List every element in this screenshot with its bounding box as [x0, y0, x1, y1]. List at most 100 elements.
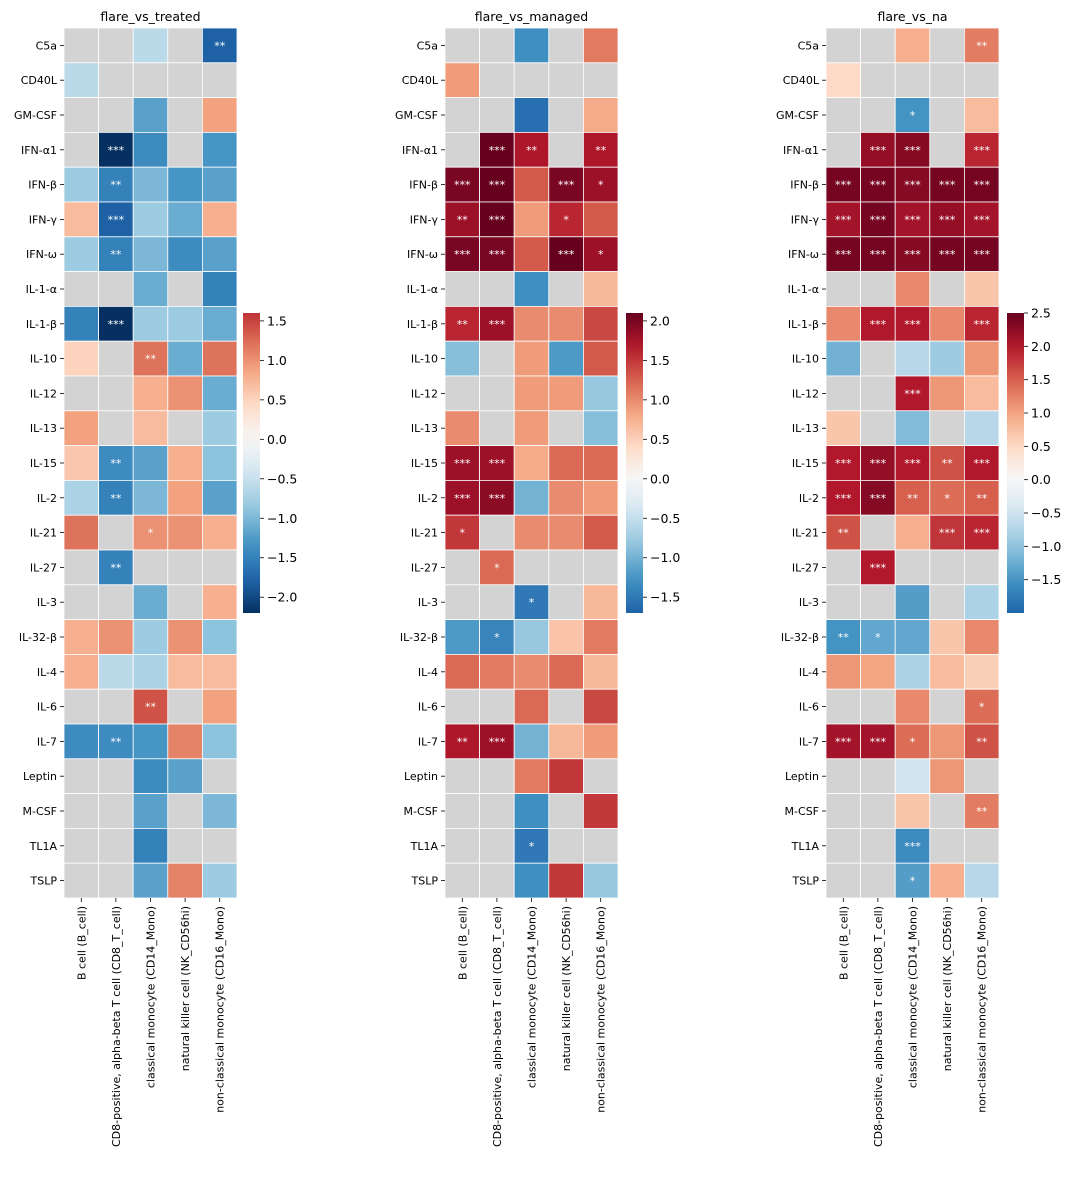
heatmap-cell — [548, 758, 584, 794]
row-label: IL-1-α — [407, 283, 438, 296]
significance-label: * — [598, 248, 604, 261]
heatmap-cell — [825, 27, 861, 64]
heatmap-cell — [167, 619, 203, 655]
heatmap-cell — [894, 479, 931, 516]
row-label: IFN-β — [790, 179, 819, 192]
heatmap-cell — [894, 340, 931, 377]
heatmap-cell — [201, 862, 238, 899]
heatmap-cell — [167, 584, 203, 620]
heatmap-cell — [444, 375, 480, 412]
row-label: IFN-γ — [29, 213, 58, 226]
row-label: C5a — [798, 39, 819, 52]
row-label: Leptin — [404, 770, 438, 783]
heatmap-cell — [98, 758, 134, 794]
heatmap-cell — [825, 758, 861, 794]
heatmap-cell — [583, 271, 619, 307]
heatmap-cell — [132, 654, 169, 690]
heatmap-cell — [167, 410, 203, 446]
heatmap-cell — [167, 793, 203, 829]
heatmap-cell — [479, 723, 515, 760]
heatmap-cell — [929, 584, 965, 620]
heatmap-cell — [825, 862, 861, 899]
row-label: IL-15 — [30, 457, 57, 470]
heatmap-cell — [98, 828, 134, 864]
heatmap-cell — [513, 688, 550, 725]
heatmap-cell — [513, 201, 550, 238]
row-label: IL-1-α — [26, 283, 57, 296]
column-label: classical monocyte (CD14_Mono) — [526, 906, 539, 1088]
colorbar-tick-label: 2.0 — [650, 313, 670, 328]
heatmap-cell — [132, 828, 169, 864]
heatmap-cell — [894, 514, 931, 551]
significance-label: *** — [870, 318, 887, 331]
heatmap-cell — [167, 758, 203, 794]
heatmap-cell — [964, 549, 1000, 586]
significance-label: ** — [145, 701, 157, 714]
significance-label: ** — [457, 318, 469, 331]
heatmap-cell — [548, 27, 584, 64]
heatmap-cell — [548, 828, 584, 864]
heatmap-cell — [929, 271, 965, 307]
heatmap-cell — [583, 793, 619, 829]
heatmap-cell — [548, 271, 584, 307]
row-label: C5a — [417, 39, 438, 52]
row-label: IL-3 — [37, 596, 57, 609]
significance-label: *** — [870, 735, 887, 748]
significance-label: *** — [870, 213, 887, 226]
significance-label: *** — [870, 492, 887, 505]
heatmap-cell — [63, 514, 99, 551]
heatmap-cell — [167, 828, 203, 864]
significance-label: *** — [454, 457, 471, 470]
significance-label: *** — [870, 179, 887, 192]
heatmap-cell — [513, 862, 550, 899]
row-label: IFN-ω — [26, 248, 57, 261]
heatmap-cell — [964, 340, 1000, 377]
heatmap-cell — [548, 723, 584, 760]
heatmap-cell — [63, 166, 99, 203]
row-label: TSLP — [30, 875, 58, 888]
heatmap-cell — [201, 514, 238, 551]
heatmap-cell — [167, 654, 203, 690]
significance-label: * — [494, 561, 500, 574]
heatmap-cell — [479, 410, 515, 446]
heatmap-cell — [964, 654, 1000, 690]
significance-label: ** — [145, 353, 157, 366]
row-label: IL-2 — [418, 492, 438, 505]
colorbar-tick-label: 0.0 — [650, 471, 670, 486]
heatmap-cell — [167, 62, 203, 98]
column-label: non-classical monocyte (CD16_Mono) — [595, 906, 608, 1113]
heatmap-cell — [583, 758, 619, 794]
heatmap-cell — [548, 62, 584, 98]
heatmap-cell — [929, 236, 965, 273]
heatmap-cell — [548, 654, 584, 690]
colorbar-tick-label: −2.0 — [267, 590, 297, 605]
significance-label: * — [148, 527, 154, 540]
row-label: IL-2 — [799, 492, 819, 505]
significance-label: * — [598, 179, 604, 192]
heatmap-cell — [132, 862, 169, 899]
heatmap-cell — [201, 62, 238, 98]
row-label: IL-1-β — [788, 318, 819, 331]
significance-label: *** — [939, 248, 956, 261]
heatmap-cell — [894, 62, 931, 98]
significance-label: *** — [454, 492, 471, 505]
row-label: IL-3 — [418, 596, 438, 609]
heatmap-cell — [98, 410, 134, 446]
heatmap-cell — [513, 584, 550, 620]
heatmap-cell — [583, 62, 619, 98]
heatmap-cell — [132, 514, 169, 551]
colorbar-tick-label: −1.5 — [650, 590, 680, 605]
colorbar-tick-label: 0.5 — [650, 432, 670, 447]
significance-label: *** — [904, 457, 921, 470]
heatmap-cell — [63, 131, 99, 168]
colorbar — [243, 313, 260, 613]
row-label: IL-7 — [37, 735, 57, 748]
heatmap-cell — [583, 131, 619, 168]
heatmap-cell — [583, 97, 619, 133]
row-label: IL-10 — [411, 353, 438, 366]
heatmap-cell — [894, 166, 931, 203]
heatmap-cell — [63, 758, 99, 794]
heatmap-cell — [894, 410, 931, 446]
heatmap-cell — [201, 549, 238, 586]
heatmap-cell — [167, 862, 203, 899]
